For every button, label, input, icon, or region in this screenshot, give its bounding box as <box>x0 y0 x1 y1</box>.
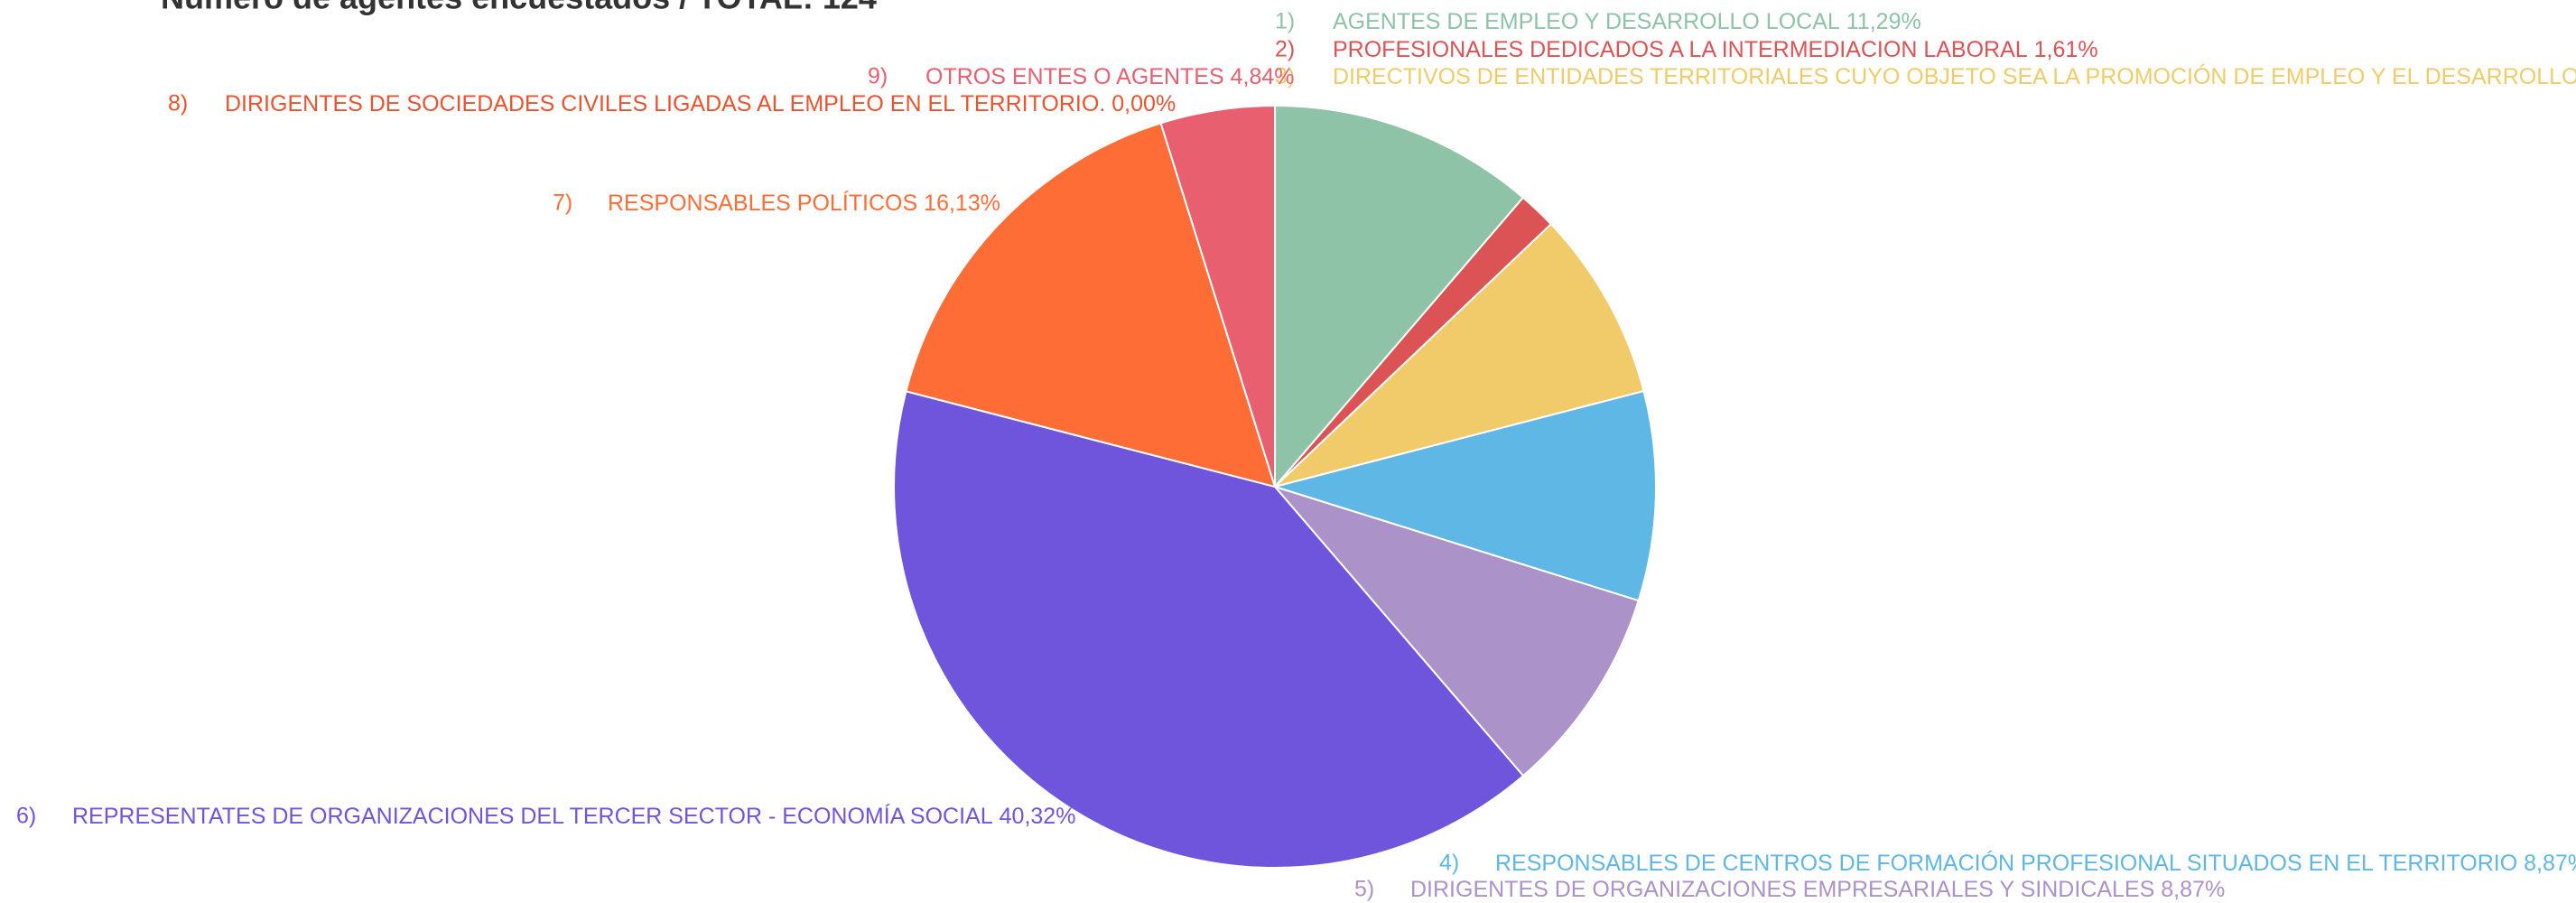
category-name: AGENTES DE EMPLEO Y DESARROLLO LOCAL <box>1333 9 1840 34</box>
pie-slice <box>1274 104 1525 489</box>
label-marker: 2) <box>1275 37 1295 62</box>
pie-slice <box>893 390 1525 869</box>
value-label: 4,84% <box>1231 64 1295 89</box>
slice-label: DIRIGENTES DE ORGANIZACIONES EMPRESARIAL… <box>1410 877 2225 902</box>
value-label: 8,87% <box>2161 877 2225 902</box>
value-label: 40,32% <box>1000 804 1076 829</box>
category-name: DIRIGENTES DE ORGANIZACIONES EMPRESARIAL… <box>1410 877 2154 902</box>
label-marker: 6) <box>16 804 36 829</box>
value-label: 8,87% <box>2524 851 2576 876</box>
label-marker: 5) <box>1354 877 1374 902</box>
chart-title: Número de agentes encuestados / TOTAL: 1… <box>161 0 877 16</box>
label-marker: 7) <box>553 191 572 216</box>
slice-label: DIRECTIVOS DE ENTIDADES TERRITORIALES CU… <box>1333 63 2576 89</box>
category-name: RESPONSABLES DE CENTROS DE FORMACIÓN PRO… <box>1495 850 2517 876</box>
label-marker: 4) <box>1439 851 1459 876</box>
label-marker: 1) <box>1275 9 1295 34</box>
category-name: OTROS ENTES O AGENTES <box>925 64 1224 89</box>
pie-slice <box>1159 104 1276 488</box>
slice-label: DIRIGENTES DE SOCIEDADES CIVILES LIGADAS… <box>225 91 1176 116</box>
slice-label: RESPONSABLES DE CENTROS DE FORMACIÓN PRO… <box>1495 850 2576 876</box>
value-label: 1,61% <box>2034 37 2098 62</box>
slice-label: AGENTES DE EMPLEO Y DESARROLLO LOCAL 11,2… <box>1333 9 1921 34</box>
category-name: DIRIGENTES DE SOCIEDADES CIVILES LIGADAS… <box>225 91 1105 116</box>
label-marker: 3) <box>1275 64 1295 89</box>
pie-slice <box>905 122 1277 489</box>
category-name: REPRESENTATES DE ORGANIZACIONES DEL TERC… <box>72 803 993 829</box>
category-name: DIRECTIVOS DE ENTIDADES TERRITORIALES CU… <box>1333 63 2576 89</box>
slice-label: OTROS ENTES O AGENTES 4,84% <box>925 64 1295 89</box>
category-name: RESPONSABLES POLÍTICOS <box>608 190 917 216</box>
slice-label: PROFESIONALES DEDICADOS A LA INTERMEDIAC… <box>1333 37 2098 62</box>
pie-slice <box>1271 389 1657 602</box>
slice-label: RESPONSABLES POLÍTICOS 16,13% <box>608 190 1000 216</box>
pie-slice <box>1271 485 1640 777</box>
label-marker: 9) <box>868 64 888 89</box>
value-label: 16,13% <box>924 191 1000 216</box>
category-name: PROFESIONALES DEDICADOS A LA INTERMEDIAC… <box>1333 37 2028 62</box>
label-marker: 8) <box>168 91 188 116</box>
pie-slice <box>1271 222 1645 489</box>
value-label: 11,29% <box>1846 9 1921 34</box>
slice-label: REPRESENTATES DE ORGANIZACIONES DEL TERC… <box>72 803 1075 829</box>
value-label: 0,00% <box>1111 91 1176 116</box>
